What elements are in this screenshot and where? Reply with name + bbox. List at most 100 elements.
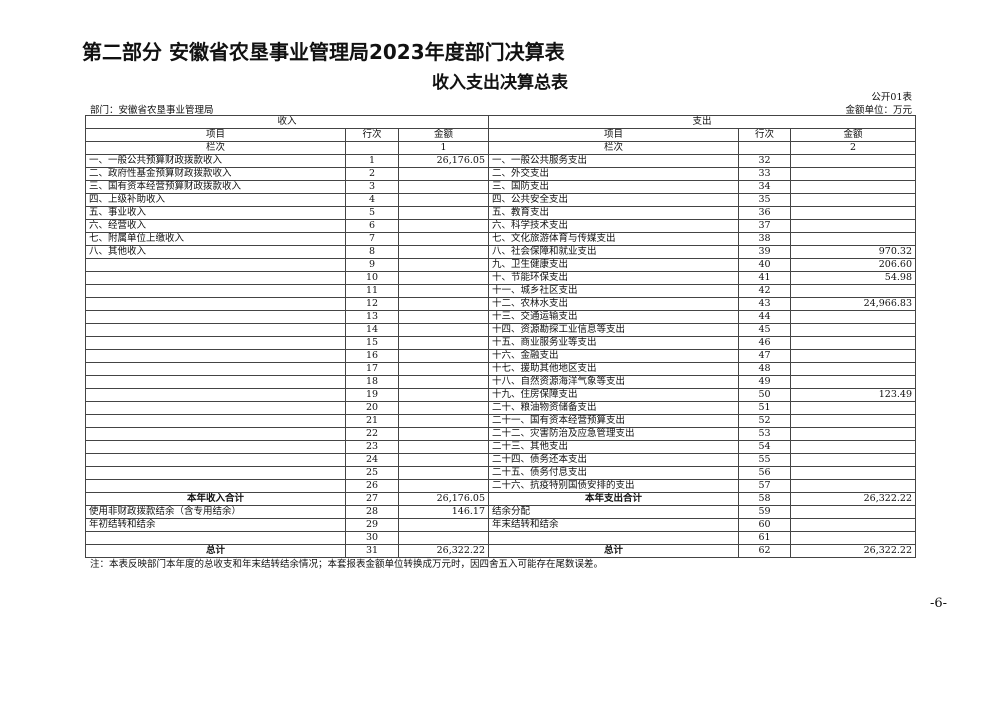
income-item-cell — [85, 427, 346, 441]
expense-amount-cell: 54.98 — [790, 271, 916, 285]
income-no-cell: 24 — [345, 453, 399, 467]
expense-no-cell: 56 — [738, 466, 791, 480]
expense-item-cell: 十四、资源勘探工业信息等支出 — [488, 323, 739, 337]
expense-no-cell: 60 — [738, 518, 791, 532]
expense-no-cell: 50 — [738, 388, 791, 402]
expense-amount-cell: 206.60 — [790, 258, 916, 272]
expense-amount-cell — [790, 375, 916, 389]
income-no-cell: 2 — [345, 167, 399, 181]
income-item-cell — [85, 271, 346, 285]
table-row: 10 十、节能环保支出 41 54.98 — [85, 271, 916, 285]
income-no-cell: 27 — [345, 492, 399, 506]
income-item-cell: 八、其他收入 — [85, 245, 346, 259]
income-item-cell — [85, 297, 346, 311]
income-no-cell: 3 — [345, 180, 399, 194]
expense-amount-cell — [790, 232, 916, 246]
table-row: 二、政府性基金预算财政拨款收入 2 二、外交支出 33 — [85, 167, 916, 181]
table-row: 11 十一、城乡社区支出 42 — [85, 284, 916, 298]
page-number: -6- — [930, 596, 948, 611]
expense-no-cell: 53 — [738, 427, 791, 441]
income-amount-cell — [398, 323, 489, 337]
expense-amount-cell — [790, 336, 916, 350]
expense-item-cell: 五、教育支出 — [488, 206, 739, 220]
expense-amount-cell — [790, 505, 916, 519]
income-amount-cell — [398, 479, 489, 493]
expense-item-cell: 九、卫生健康支出 — [488, 258, 739, 272]
expense-item-cell — [488, 531, 739, 545]
table-row: 23 二十三、其他支出 54 — [85, 440, 916, 454]
table-row: 16 十六、金融支出 47 — [85, 349, 916, 363]
income-amount-header: 金额 — [398, 128, 489, 142]
income-item-cell — [85, 258, 346, 272]
expense-amount-cell — [790, 440, 916, 454]
table-row: 18 十八、自然资源海洋气象等支出 49 — [85, 375, 916, 389]
table-row: 22 二十二、灾害防治及应急管理支出 53 — [85, 427, 916, 441]
expense-item-cell: 十八、自然资源海洋气象等支出 — [488, 375, 739, 389]
expense-no-cell: 57 — [738, 479, 791, 493]
expense-amount-cell — [790, 154, 916, 168]
expense-amount-cell — [790, 167, 916, 181]
income-amount-cell — [398, 271, 489, 285]
income-amount-cell — [398, 388, 489, 402]
expense-no-cell: 37 — [738, 219, 791, 233]
income-item-cell: 使用非财政拨款结余（含专用结余） — [85, 505, 346, 519]
income-item-cell — [85, 362, 346, 376]
table-row: 13 十三、交通运输支出 44 — [85, 310, 916, 324]
income-amount-cell — [398, 518, 489, 532]
expense-no-cell: 51 — [738, 401, 791, 415]
expense-item-cell: 二十五、债务付息支出 — [488, 466, 739, 480]
expense-no-cell: 52 — [738, 414, 791, 428]
income-amount-cell — [398, 466, 489, 480]
income-item-cell — [85, 414, 346, 428]
expense-item-cell: 一、一般公共服务支出 — [488, 154, 739, 168]
income-no-cell: 21 — [345, 414, 399, 428]
income-no-cell: 8 — [345, 245, 399, 259]
expense-amount-cell — [790, 323, 916, 337]
income-amount-cell — [398, 206, 489, 220]
income-amount-cell — [398, 284, 489, 298]
expense-no-cell: 58 — [738, 492, 791, 506]
income-no-cell: 16 — [345, 349, 399, 363]
page-title: 第二部分 安徽省农垦事业管理局2023年度部门决算表 — [82, 40, 565, 64]
table-row: 15 十五、商业服务业等支出 46 — [85, 336, 916, 350]
expense-item-cell: 七、文化旅游体育与传媒支出 — [488, 232, 739, 246]
expense-no-cell: 47 — [738, 349, 791, 363]
expense-no-cell: 49 — [738, 375, 791, 389]
expense-amount-cell: 24,966.83 — [790, 297, 916, 311]
expense-item-cell: 二、外交支出 — [488, 167, 739, 181]
unit-label: 金额单位：万元 — [845, 105, 912, 116]
income-amount-cell — [398, 245, 489, 259]
income-amount-cell: 26,176.05 — [398, 154, 489, 168]
col-label: 栏次 — [85, 141, 346, 155]
footnote: 注：本表反映部门本年度的总收支和年末结转结余情况；本套报表金额单位转换成万元时，… — [90, 559, 604, 570]
income-item-cell — [85, 284, 346, 298]
expense-item-cell: 四、公共安全支出 — [488, 193, 739, 207]
table-row: 八、其他收入 8 八、社会保障和就业支出 39 970.32 — [85, 245, 916, 259]
table-row: 一、一般公共预算财政拨款收入 1 26,176.05 一、一般公共服务支出 32 — [85, 154, 916, 168]
expense-no-cell: 36 — [738, 206, 791, 220]
expense-rowno-header: 行次 — [738, 128, 791, 142]
income-no-cell: 20 — [345, 401, 399, 415]
department-label: 部门：安徽省农垦事业管理局 — [90, 105, 214, 116]
section-header-row: 收入 支出 — [85, 115, 916, 129]
income-amount-cell — [398, 375, 489, 389]
income-amount-cell — [398, 362, 489, 376]
table-row: 20 二十、粮油物资储备支出 51 — [85, 401, 916, 415]
expense-item-cell: 二十二、灾害防治及应急管理支出 — [488, 427, 739, 441]
empty-cell — [345, 141, 399, 155]
expense-item-cell: 十五、商业服务业等支出 — [488, 336, 739, 350]
income-amount-cell — [398, 167, 489, 181]
expense-no-cell: 48 — [738, 362, 791, 376]
col-index-income: 1 — [398, 141, 489, 155]
income-no-cell: 19 — [345, 388, 399, 402]
col-label: 栏次 — [488, 141, 739, 155]
income-amount-cell — [398, 349, 489, 363]
expense-no-cell: 59 — [738, 505, 791, 519]
table-row: 总计 31 26,322.22 总计 62 26,322.22 — [85, 544, 916, 558]
income-no-cell: 18 — [345, 375, 399, 389]
income-amount-cell — [398, 180, 489, 194]
column-header-row: 项目 行次 金额 项目 行次 金额 — [85, 128, 916, 142]
expense-item-cell: 六、科学技术支出 — [488, 219, 739, 233]
table-row: 9 九、卫生健康支出 40 206.60 — [85, 258, 916, 272]
table-row: 30 61 — [85, 531, 916, 545]
